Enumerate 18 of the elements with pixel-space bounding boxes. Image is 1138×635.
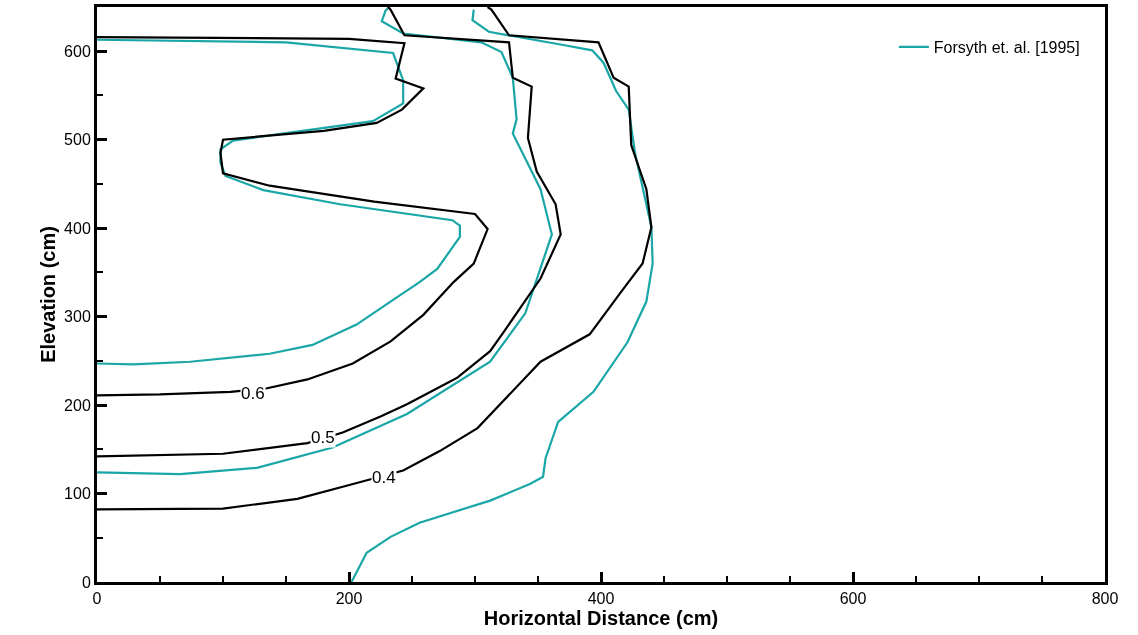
y-axis-title: Elevation (cm) bbox=[36, 226, 59, 363]
y-tick-label: 600 bbox=[64, 42, 91, 60]
y-tick-label: 100 bbox=[64, 485, 91, 503]
legend-label: Forsyth et. al. [1995] bbox=[933, 39, 1080, 57]
x-tick-label: 0 bbox=[92, 590, 102, 608]
annotation: 0.6 bbox=[241, 384, 265, 403]
y-tick-label: 500 bbox=[64, 131, 91, 149]
annotation: 0.4 bbox=[372, 468, 396, 487]
x-axis-title: Horizontal Distance (cm) bbox=[483, 607, 719, 630]
y-tick-label: 0 bbox=[81, 573, 91, 591]
x-tick-label: 800 bbox=[1091, 590, 1119, 608]
annotation: 0.5 bbox=[311, 428, 335, 447]
y-tick-label: 200 bbox=[64, 396, 91, 414]
y-tick-label: 300 bbox=[64, 308, 91, 326]
y-tick-label: 400 bbox=[64, 219, 91, 237]
x-tick-label: 200 bbox=[335, 590, 363, 608]
x-tick-label: 400 bbox=[587, 590, 615, 608]
x-tick-label: 600 bbox=[839, 590, 867, 608]
